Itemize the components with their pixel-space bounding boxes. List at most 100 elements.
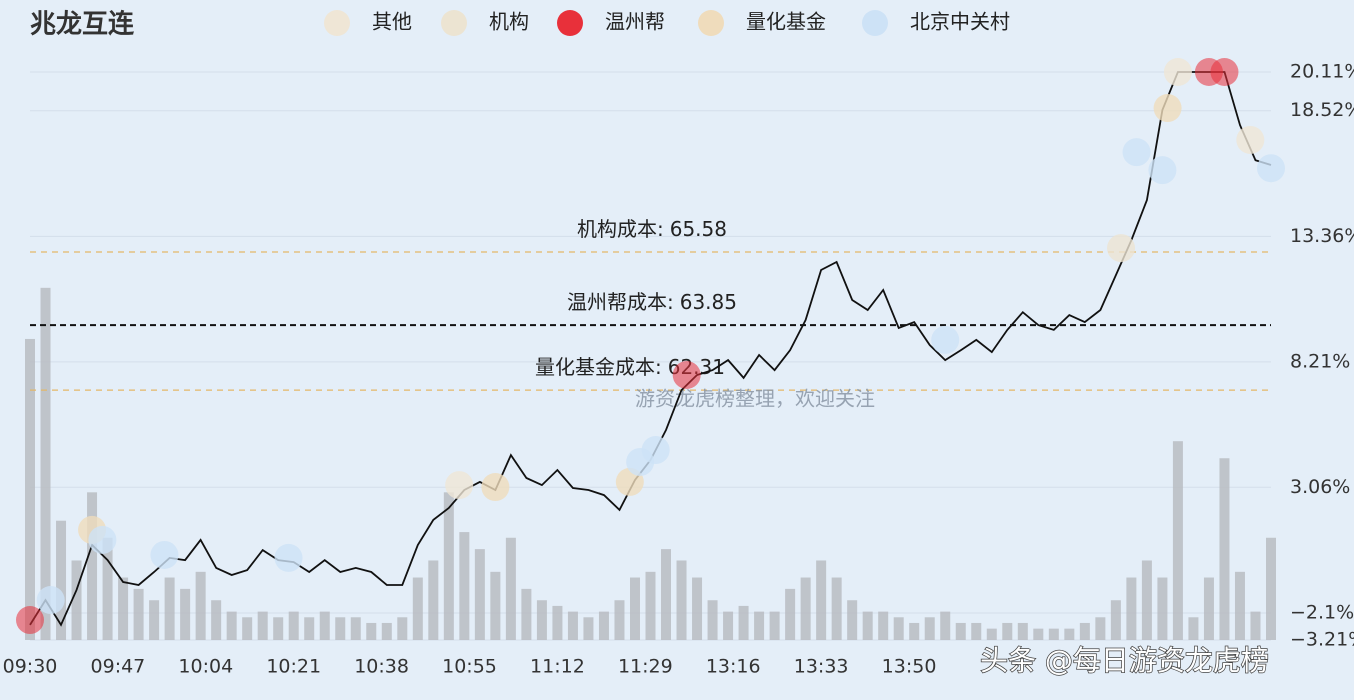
cost-label: 温州帮成本: 63.85: [567, 290, 737, 314]
trade-dot: [1148, 156, 1177, 185]
legend-label: 北京中关村: [910, 10, 1010, 34]
volume-bar: [583, 617, 594, 640]
trade-dot: [672, 360, 701, 389]
trade-dot: [445, 471, 474, 500]
volume-bar: [273, 617, 284, 640]
volume-bar: [1126, 577, 1137, 640]
trade-dot: [931, 325, 960, 354]
volume-bar: [661, 549, 672, 640]
volume-bar: [1172, 441, 1183, 640]
volume-bar: [25, 338, 35, 640]
legend-label: 量化基金: [746, 10, 826, 34]
volume-bar: [707, 600, 718, 640]
legend-label: 机构: [489, 10, 529, 34]
volume-bar: [474, 549, 485, 640]
volume-bar: [955, 622, 966, 640]
x-tick-label: 11:12: [530, 656, 585, 678]
volume-bar: [785, 588, 796, 640]
x-tick-label: 10:04: [178, 656, 233, 678]
watermark: 游资龙虎榜整理，欢迎关注: [635, 387, 875, 411]
volume-bar: [164, 577, 175, 640]
volume-bar: [1188, 617, 1199, 640]
volume-bar: [521, 588, 532, 640]
volume-bar: [552, 605, 563, 640]
cost-name: 机构成本:: [577, 216, 664, 240]
volume-bar: [149, 600, 160, 640]
volume-bar: [692, 577, 703, 640]
volume-bar: [536, 600, 547, 640]
trade-dot: [1257, 154, 1285, 183]
legend-swatch: [557, 10, 583, 36]
volume-bar: [195, 571, 206, 640]
y-tick-label: −3.21%: [1290, 629, 1354, 651]
x-tick-label: 11:29: [618, 656, 673, 678]
price-line: [29, 71, 1272, 627]
legend-swatch: [441, 10, 467, 36]
volume-bar: [816, 560, 827, 640]
volume-bar: [242, 617, 253, 640]
x-tick-label: 09:30: [3, 656, 58, 678]
volume-bar: [319, 611, 330, 640]
volume-bar: [645, 571, 656, 640]
volume-bar: [71, 560, 82, 640]
volume-bar: [800, 577, 811, 640]
volume-bar: [831, 577, 842, 640]
legend-swatch: [862, 10, 888, 36]
volume-bar: [723, 611, 734, 640]
x-tick-label: 09:47: [91, 656, 146, 678]
volume-bar: [118, 577, 129, 640]
cost-name: 温州帮成本:: [567, 290, 674, 314]
cost-name: 量化基金成本:: [535, 355, 662, 379]
volume-bar: [133, 588, 144, 640]
trade-dot: [274, 543, 303, 572]
x-tick-label: 13:50: [882, 656, 937, 678]
volume-bar: [1095, 617, 1106, 640]
volume-bar: [335, 617, 346, 640]
volume-bar: [924, 617, 935, 640]
volume-bar: [226, 611, 237, 640]
volume-bar: [567, 611, 578, 640]
volume-bar: [505, 537, 516, 640]
volume-bar: [754, 611, 765, 640]
volume-bar: [629, 577, 640, 640]
volume-bar: [366, 622, 377, 640]
y-tick-label: −2.1%: [1290, 601, 1354, 623]
volume-bar: [56, 520, 67, 640]
trade-dot: [1163, 58, 1192, 86]
x-tick-label: 10:21: [266, 656, 321, 678]
legend-label: 温州帮: [605, 10, 665, 34]
volume-bar: [738, 605, 749, 640]
volume-bar: [986, 628, 997, 640]
trade-dot: [1236, 125, 1265, 154]
volume-bar: [1017, 622, 1028, 640]
trade-dot: [1107, 234, 1136, 263]
trade-dot: [1153, 94, 1182, 123]
volume-bar: [1110, 600, 1121, 640]
volume-bar: [1266, 537, 1276, 640]
volume-bar: [598, 611, 609, 640]
volume-bar: [257, 611, 268, 640]
volume-bar: [397, 617, 408, 640]
volume-bar: [412, 577, 423, 640]
overlay-text: 头条 @每日游资龙虎榜: [980, 644, 1269, 677]
cost-price: 65.58: [670, 216, 727, 240]
y-tick-label: 3.06%: [1290, 476, 1350, 498]
volume-bar: [971, 622, 982, 640]
cost-label: 机构成本: 65.58: [577, 216, 727, 240]
volume-bar: [40, 287, 51, 640]
volume-bar: [1002, 622, 1013, 640]
trade-dot: [481, 473, 510, 502]
volume-bar: [1079, 622, 1090, 640]
volume-bar: [1234, 571, 1245, 640]
trade-dot: [88, 525, 117, 554]
volume-bar: [1033, 628, 1044, 640]
volume-bar: [847, 600, 858, 640]
trade-dot: [16, 606, 44, 635]
volume-bar: [428, 560, 439, 640]
volume-bar: [1048, 628, 1059, 640]
volume-bar: [1250, 611, 1261, 640]
volume-bar: [180, 588, 191, 640]
cost-price: 63.85: [680, 290, 737, 314]
trade-dot: [150, 540, 179, 569]
